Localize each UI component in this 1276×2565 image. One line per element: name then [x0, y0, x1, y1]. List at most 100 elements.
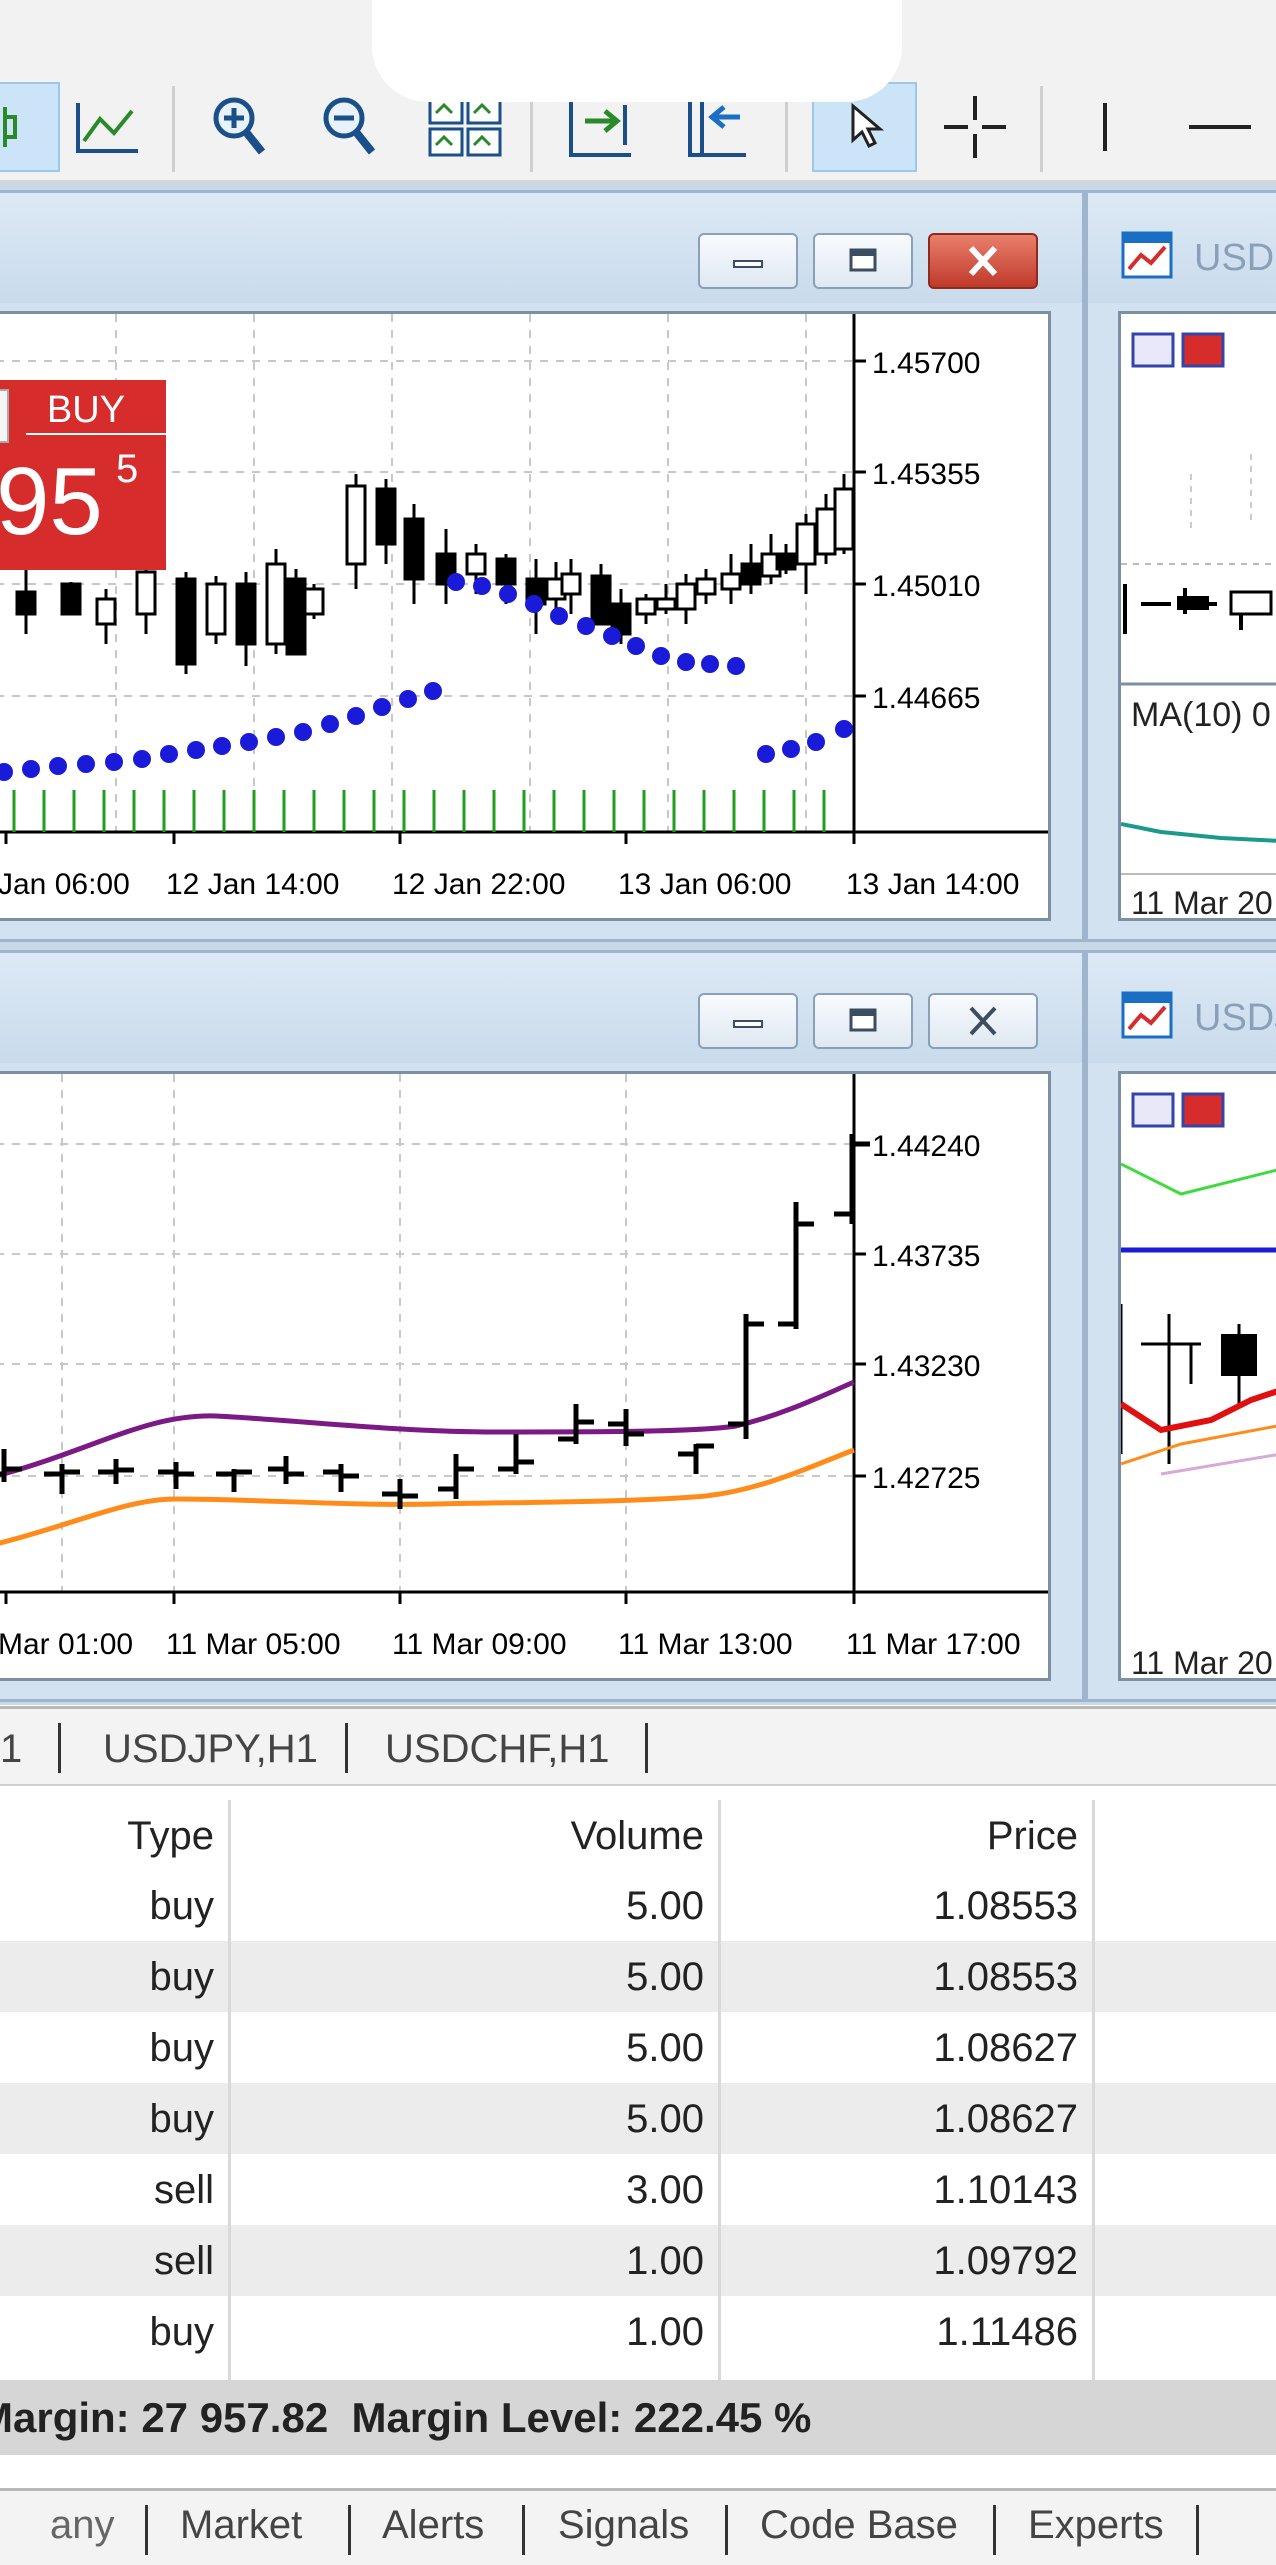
- side-chart-1[interactable]: MA(10) 0 11 Mar 20: [1118, 311, 1276, 921]
- x-tick-label: 11 Mar 13:00: [618, 1628, 793, 1661]
- device-notch: [372, 0, 902, 102]
- table-row[interactable]: buy 5.00 1.08553: [0, 1941, 1276, 2012]
- cell-volume: 5.00: [626, 2026, 704, 2070]
- tab-chart-partial[interactable]: 1: [0, 1727, 23, 1771]
- buy-price: 95: [0, 448, 103, 555]
- sar-dot: [701, 655, 719, 673]
- candle: [285, 577, 307, 656]
- table-row[interactable]: buy 5.00 1.08627: [0, 2012, 1276, 2083]
- buy-box: [0, 380, 166, 570]
- tab-code-base[interactable]: Code Base: [760, 2503, 958, 2547]
- candle: [635, 597, 657, 616]
- autoscroll-icon[interactable]: [670, 82, 760, 172]
- tab-alerts[interactable]: Alerts: [382, 2503, 485, 2547]
- window-titlebar[interactable]: [0, 953, 1082, 1063]
- chart-1-area[interactable]: BUY 95 5 1.45700 1.45355 1.45010 1.44665 Jan 06…: [0, 311, 1051, 921]
- column-divider: [718, 1800, 721, 2380]
- y-tick-label: 1.45700: [872, 347, 980, 380]
- restore-button[interactable]: [813, 233, 913, 289]
- chart-window-icon: [1121, 231, 1173, 283]
- bar-chart-icon[interactable]: [0, 82, 60, 172]
- restore-button[interactable]: [813, 993, 913, 1049]
- chart-1-plot[interactable]: BUY 95 5 1.45700 1.45355 1.45010 1.44665 Jan 06…: [0, 314, 1051, 921]
- table-row[interactable]: buy 1.00 1.11486: [0, 2296, 1276, 2367]
- side-x-label: 11 Mar 20: [1131, 1645, 1273, 1681]
- cell-volume: 5.00: [626, 2097, 704, 2141]
- cell-type: sell: [153, 2168, 214, 2212]
- sar-dot: [652, 647, 670, 665]
- tab-signals[interactable]: Signals: [558, 2503, 690, 2547]
- cell-price: 1.08553: [933, 1955, 1078, 1999]
- x-tick-label: 11 Mar 17:00: [846, 1628, 1021, 1661]
- sar-dot: [267, 728, 285, 746]
- header-type[interactable]: Type: [127, 1814, 214, 1858]
- margin-summary: Margin: 27 957.82 Margin Level: 222.45 %: [0, 2394, 812, 2441]
- window-titlebar[interactable]: [1088, 193, 1276, 303]
- table-row[interactable]: sell 3.00 1.10143: [0, 2154, 1276, 2225]
- sar-dot: [727, 657, 745, 675]
- candle: [833, 487, 855, 551]
- candle: [465, 552, 487, 576]
- close-button[interactable]: [928, 233, 1038, 289]
- candle: [675, 582, 697, 611]
- vertical-line-icon[interactable]: [1060, 82, 1150, 172]
- tab-usdjpy[interactable]: USDJPY,H1: [103, 1727, 318, 1771]
- y-tick-label: 1.44240: [872, 1130, 980, 1163]
- candle: [495, 557, 517, 586]
- sar-dot: [0, 763, 13, 781]
- header-price[interactable]: Price: [986, 1814, 1078, 1858]
- chart-2-plot[interactable]: 1.44240 1.43735 1.43230 1.42725 Mar 01:00 11 …: [0, 1074, 1051, 1681]
- sar-dot: [577, 617, 595, 635]
- cell-type: buy: [149, 2026, 215, 2070]
- candle: [403, 517, 425, 581]
- cell-price: 1.08553: [933, 1884, 1078, 1928]
- table-row[interactable]: buy 5.00 1.08553: [0, 1870, 1276, 1941]
- cell-type: buy: [149, 2310, 215, 2354]
- sar-dot: [77, 755, 95, 773]
- sar-dot: [677, 653, 695, 671]
- close-button[interactable]: [928, 993, 1038, 1049]
- cell-type: buy: [149, 2097, 215, 2141]
- shift-chart-icon[interactable]: [555, 82, 645, 172]
- sar-dot: [294, 723, 312, 741]
- tab-experts[interactable]: Experts: [1028, 2503, 1164, 2547]
- tab-company[interactable]: any: [50, 2503, 115, 2547]
- minimize-button[interactable]: [698, 233, 798, 289]
- candle: [610, 602, 632, 636]
- side-indicator-label: MA(10) 0: [1131, 696, 1271, 734]
- window-titlebar[interactable]: [1088, 953, 1276, 1063]
- cell-price: 1.08627: [933, 2026, 1078, 2070]
- sar-dot: [447, 573, 465, 591]
- window-titlebar[interactable]: [0, 193, 1082, 303]
- x-tick-label: 11 Mar 09:00: [392, 1628, 567, 1661]
- tab-usdchf[interactable]: USDCHF,H1: [385, 1727, 610, 1771]
- sar-dot: [550, 607, 568, 625]
- y-tick-label: 1.45355: [872, 458, 980, 491]
- ma-line-purple: [0, 1379, 855, 1478]
- crosshair-icon[interactable]: [930, 82, 1020, 172]
- side-window-1: USDC MA(10) 0 11 Mar 20: [1085, 190, 1276, 942]
- x-tick-label: Mar 01:00: [0, 1628, 133, 1661]
- side-window-title: USDC: [1194, 237, 1276, 279]
- side-x-label: 11 Mar 20: [1131, 885, 1273, 921]
- candle: [815, 507, 837, 556]
- y-tick-label: 1.45010: [872, 570, 980, 603]
- table-row[interactable]: sell 1.00 1.09792: [0, 2225, 1276, 2296]
- line-chart-icon[interactable]: [62, 82, 152, 172]
- horizontal-line-icon[interactable]: [1175, 82, 1265, 172]
- candle: [95, 597, 117, 626]
- candle: [135, 570, 157, 616]
- zoom-in-icon[interactable]: [195, 82, 285, 172]
- chart-2-area[interactable]: 1.44240 1.43735 1.43230 1.42725 Mar 01:00 11 …: [0, 1071, 1051, 1681]
- chart-window-1: BUY 95 5 1.45700 1.45355 1.45010 1.44665 Jan 06…: [0, 190, 1085, 942]
- tab-market[interactable]: Market: [180, 2503, 303, 2547]
- candle: [303, 587, 325, 616]
- header-volume[interactable]: Volume: [570, 1814, 704, 1858]
- table-row[interactable]: buy 5.00 1.08627: [0, 2083, 1276, 2154]
- side-chart-2[interactable]: 11 Mar 20: [1118, 1071, 1276, 1681]
- zoom-out-icon[interactable]: [305, 82, 395, 172]
- x-tick-label: 12 Jan 22:00: [392, 868, 565, 901]
- sar-dot: [105, 753, 123, 771]
- y-tick-label: 1.44665: [872, 682, 980, 715]
- minimize-button[interactable]: [698, 993, 798, 1049]
